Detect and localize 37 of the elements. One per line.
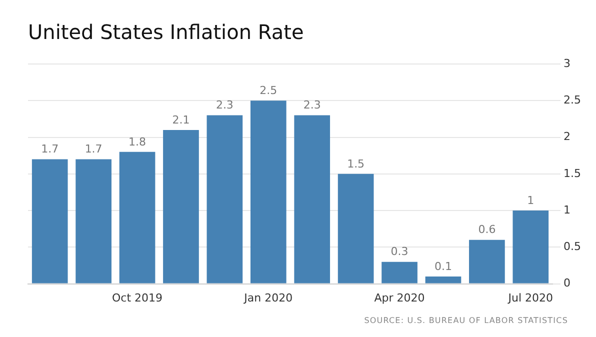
- x-tick-label: Oct 2019: [112, 291, 163, 304]
- bar: [338, 174, 374, 284]
- data-label: 2.1: [172, 113, 190, 126]
- y-tick-label: 1: [564, 203, 571, 216]
- bar: [469, 240, 505, 284]
- chart-title: United States Inflation Rate: [28, 20, 304, 44]
- y-tick-label: 0: [564, 276, 571, 290]
- bar: [425, 276, 462, 284]
- bar: [119, 152, 156, 284]
- y-tick-label: 1.5: [564, 166, 582, 180]
- y-tick-label: 3: [564, 56, 571, 70]
- data-label: 2.3: [216, 98, 234, 112]
- bar: [512, 210, 549, 284]
- bar: [32, 159, 68, 284]
- data-label: 1.7: [84, 142, 102, 156]
- data-label: 2.3: [303, 98, 321, 112]
- x-tick-label: Jan 2020: [243, 291, 293, 304]
- x-tick-label: Apr 2020: [374, 291, 425, 304]
- data-label: 1.8: [128, 135, 146, 148]
- data-label: 0.3: [390, 245, 408, 258]
- bar: [294, 115, 330, 284]
- source-note: SOURCE: U.S. BUREAU OF LABOR STATISTICS: [363, 316, 569, 325]
- bar: [206, 115, 243, 284]
- data-label: 0.6: [478, 223, 496, 236]
- bar: [250, 100, 286, 284]
- y-tick-label: 0.5: [564, 240, 582, 254]
- bar: [163, 130, 199, 284]
- data-label: 1.7: [41, 142, 59, 156]
- data-label: 0.1: [434, 260, 452, 273]
- data-label: 1: [527, 194, 534, 207]
- y-tick-label: 2.5: [564, 93, 582, 106]
- bar: [382, 262, 418, 284]
- y-tick-label: 2: [564, 130, 571, 144]
- x-tick-label: Jul 2020: [507, 291, 554, 304]
- data-label: 1.5: [347, 157, 365, 170]
- data-label: 2.5: [260, 84, 278, 97]
- bar: [76, 159, 112, 284]
